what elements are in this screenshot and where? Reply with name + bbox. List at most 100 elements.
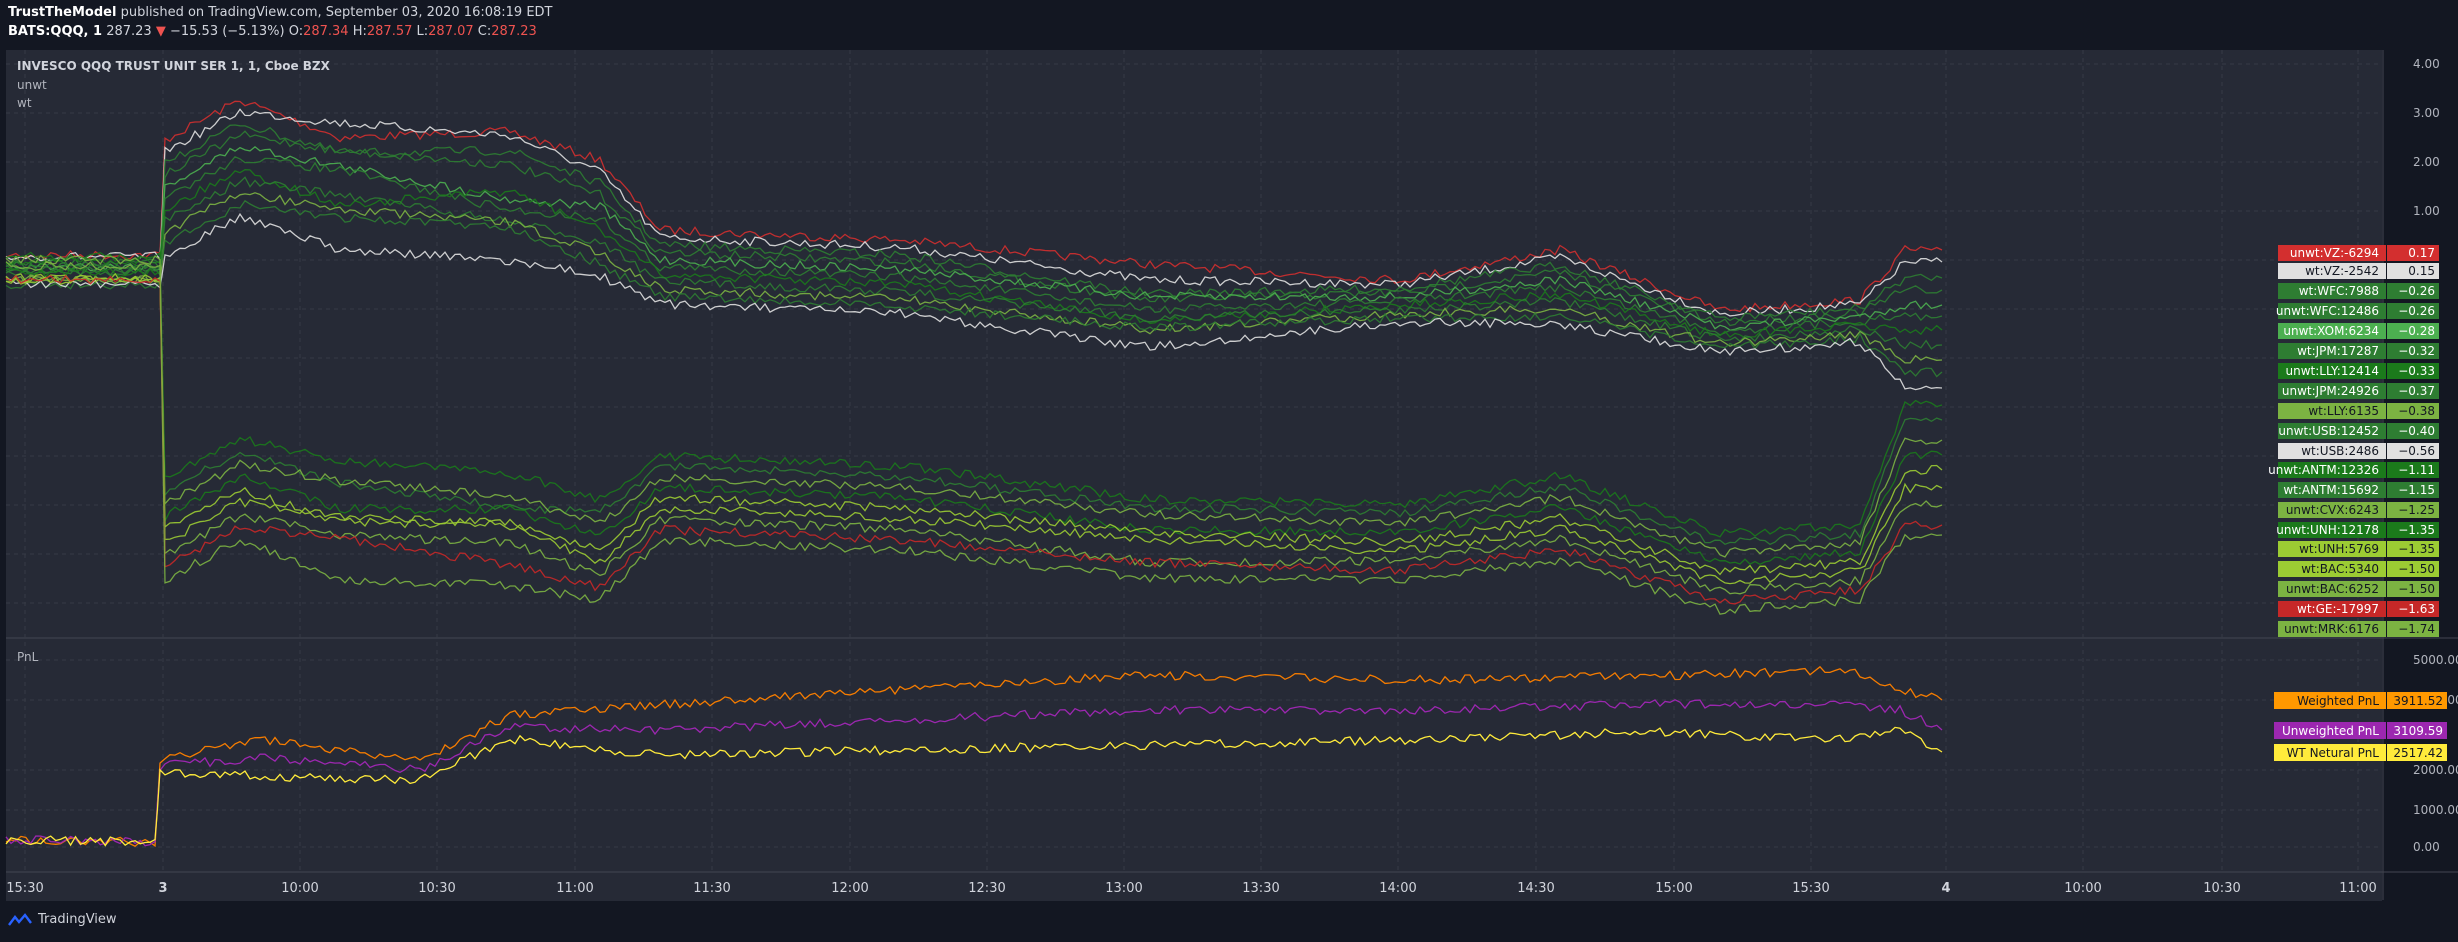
series-label-name: unwt:UNH:12178 <box>2276 523 2379 537</box>
series-label-name-box[interactable] <box>2278 245 2386 261</box>
series-line[interactable] <box>5 176 1943 350</box>
series-value-box <box>2387 383 2439 399</box>
series-value: 0.15 <box>2408 264 2435 278</box>
series-value-box <box>2387 423 2439 439</box>
series-value-box <box>2387 482 2439 498</box>
pnl-label-name: Weighted PnL <box>2297 694 2379 708</box>
pnl-value-box <box>2387 722 2447 739</box>
low-value: 287.07 <box>428 24 474 39</box>
series-label-name-box[interactable] <box>2278 561 2386 577</box>
x-tick-label: 4 <box>1941 881 1950 896</box>
pnl-line[interactable] <box>5 699 1943 847</box>
footer-brand[interactable]: TradingView <box>38 912 117 927</box>
series-value: −1.35 <box>2398 542 2435 556</box>
x-tick-label: 10:00 <box>2064 881 2101 896</box>
series-label-name-box[interactable] <box>2278 541 2386 557</box>
series-line[interactable] <box>5 266 1943 546</box>
series-label-name-box[interactable] <box>2278 323 2386 339</box>
series-label-name-box[interactable] <box>2278 443 2386 459</box>
series-value: −0.32 <box>2398 344 2435 358</box>
series-label-name: wt:WFC:7988 <box>2299 284 2379 298</box>
series-label-name-box[interactable] <box>2278 581 2386 597</box>
series-line[interactable] <box>5 145 1943 331</box>
series-label-name: unwt:BAC:6252 <box>2286 582 2379 596</box>
series-label-name-box[interactable] <box>2278 343 2386 359</box>
pnl-y-tick-label: 1000.00 <box>2413 803 2458 817</box>
publisher-name[interactable]: TrustTheModel <box>8 5 117 20</box>
series-label-name-box[interactable] <box>2278 621 2386 637</box>
series-label-name-box[interactable] <box>2278 601 2386 617</box>
series-line[interactable] <box>5 267 1943 566</box>
series-value: −1.15 <box>2398 483 2435 497</box>
pnl-label-name-box[interactable] <box>2274 722 2386 739</box>
series-label-name-box[interactable] <box>2278 363 2386 379</box>
pnl-line[interactable] <box>5 665 1943 848</box>
series-label-name-box[interactable] <box>2278 423 2386 439</box>
series-label-name-box[interactable] <box>2278 462 2386 478</box>
price-change: −15.53 (−5.13%) <box>169 24 285 39</box>
series-label-name: wt:USB:2486 <box>2301 444 2379 458</box>
series-label-name-box[interactable] <box>2278 403 2386 419</box>
series-label-name-box[interactable] <box>2278 303 2386 319</box>
series-label-name-box[interactable] <box>2278 263 2386 279</box>
series-label-name: unwt:LLY:12414 <box>2285 364 2379 378</box>
down-arrow-icon: ▼ <box>155 24 166 39</box>
pnl-y-tick-label: 2000.00 <box>2413 763 2458 777</box>
pnl-line[interactable] <box>5 726 1943 847</box>
series-value: −0.56 <box>2398 444 2435 458</box>
pnl-label-name-box[interactable] <box>2274 692 2386 709</box>
tradingview-logo-icon[interactable] <box>8 912 32 927</box>
series-label-name-box[interactable] <box>2278 522 2386 538</box>
x-tick-label: 10:30 <box>2203 881 2240 896</box>
close-label: C: <box>477 24 492 39</box>
series-value-box <box>2387 581 2439 597</box>
x-tick-label: 11:30 <box>693 881 730 896</box>
series-value-box <box>2387 601 2439 617</box>
pnl-value: 3911.52 <box>2393 694 2443 708</box>
close-value: 287.23 <box>491 24 537 39</box>
series-line[interactable] <box>5 192 1943 364</box>
series-line[interactable] <box>5 274 1943 605</box>
series-value-box <box>2387 283 2439 299</box>
x-tick-label: 3 <box>158 881 167 896</box>
pnl-label-name: Unweighted PnL <box>2282 724 2379 738</box>
series-line[interactable] <box>5 130 1943 327</box>
series-value: −0.33 <box>2398 364 2435 378</box>
series-value: −0.37 <box>2398 384 2435 398</box>
series-value: 0.17 <box>2408 246 2435 260</box>
series-label-name: unwt:JPM:24926 <box>2282 384 2379 398</box>
series-label-name-box[interactable] <box>2278 283 2386 299</box>
series-line[interactable] <box>5 212 1943 391</box>
x-tick-label: 10:00 <box>281 881 318 896</box>
series-line[interactable] <box>5 272 1943 576</box>
pnl-label-name-box[interactable] <box>2274 744 2386 761</box>
series-value: −1.50 <box>2398 562 2435 576</box>
series-label-name-box[interactable] <box>2278 383 2386 399</box>
series-label-name-box[interactable] <box>2278 502 2386 518</box>
series-line[interactable] <box>5 108 1943 317</box>
series-line[interactable] <box>5 156 1943 336</box>
legend-wt[interactable]: wt <box>17 96 32 110</box>
series-line[interactable] <box>5 254 1943 595</box>
series-value: −1.74 <box>2398 622 2435 636</box>
x-tick-label: 12:00 <box>831 881 868 896</box>
series-value-box <box>2387 303 2439 319</box>
series-label-name-box[interactable] <box>2278 482 2386 498</box>
series-line[interactable] <box>5 100 1943 313</box>
series-line[interactable] <box>5 199 1943 378</box>
series-value: −0.38 <box>2398 404 2435 418</box>
pnl-value: 2517.42 <box>2393 746 2443 760</box>
symbol-line: BATS:QQQ, 1 287.23 ▼ −15.53 (−5.13%) O:2… <box>8 24 537 39</box>
series-line[interactable] <box>5 169 1943 339</box>
series-line[interactable] <box>5 124 1943 322</box>
series-line[interactable] <box>5 261 1943 615</box>
series-label-name: wt:BAC:5340 <box>2301 562 2379 576</box>
series-line[interactable] <box>5 274 1943 558</box>
legend-unwt[interactable]: unwt <box>17 78 47 92</box>
series-value-box <box>2387 363 2439 379</box>
series-line[interactable] <box>5 251 1943 538</box>
low-label: L: <box>416 24 429 39</box>
high-value: 287.57 <box>366 24 413 39</box>
series-line[interactable] <box>5 275 1943 585</box>
